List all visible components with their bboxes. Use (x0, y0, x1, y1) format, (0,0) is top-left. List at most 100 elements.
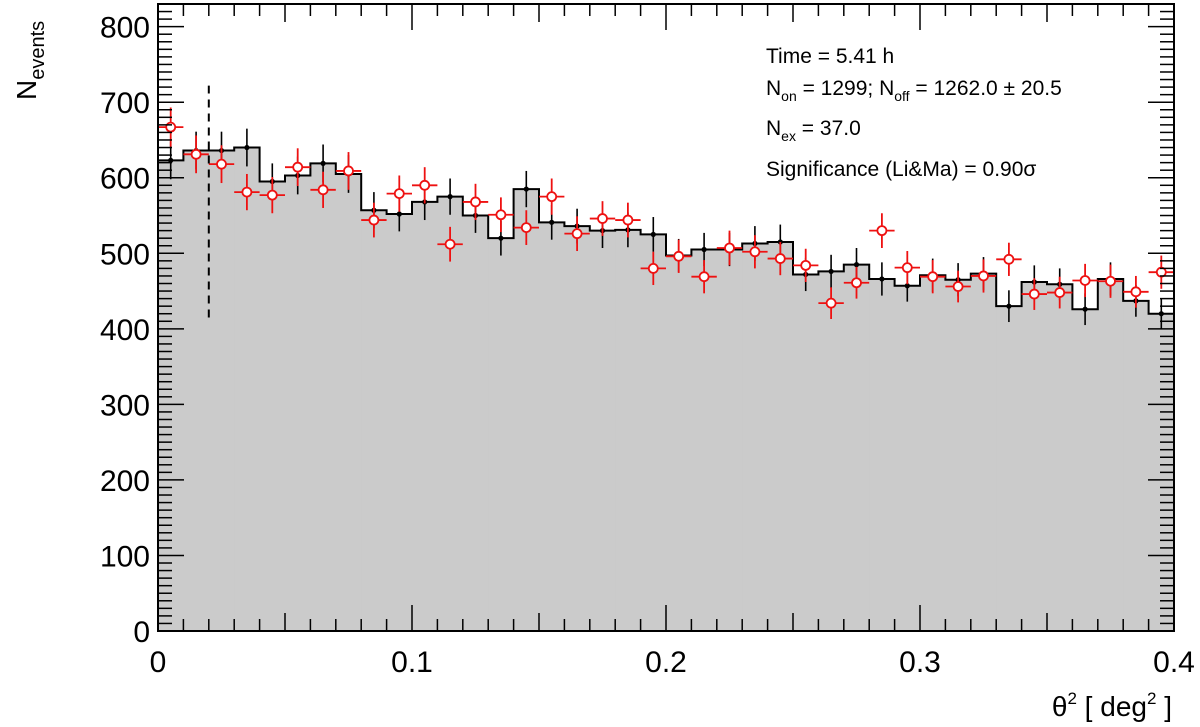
off-bin-24 (767, 241, 794, 631)
off-point-11 (447, 194, 453, 200)
on-point-19 (647, 262, 659, 274)
off-bin-37 (1097, 278, 1124, 631)
y-tick-label-3: 300 (100, 389, 150, 422)
off-bin-36 (1072, 309, 1099, 631)
on-point-3 (241, 186, 253, 198)
x-tick-label-2: 0.2 (645, 646, 687, 679)
off-bin-34 (1021, 281, 1048, 631)
off-bin-2 (208, 150, 235, 631)
off-bin-17 (589, 230, 616, 631)
x-tick-label-3: 0.3 (899, 646, 941, 679)
off-bin-3 (234, 147, 261, 631)
on-point-26 (825, 297, 837, 309)
on-point-17 (597, 213, 608, 224)
on-point-5 (292, 161, 304, 173)
off-bin-8 (361, 210, 388, 632)
on-point-20 (673, 250, 685, 262)
statistics-box: Time = 5.41 h Non = 1299; Noff = 1262.0 … (766, 45, 1062, 181)
on-point-12 (470, 196, 481, 208)
off-point-27 (853, 262, 860, 268)
on-point-25 (800, 259, 812, 271)
off-bin-19 (640, 234, 667, 631)
off-histogram-outline (157, 146, 1175, 631)
y-tick-label-0: 0 (133, 616, 150, 649)
y-axis-title-main: N (11, 80, 42, 100)
on-point-23 (749, 246, 761, 258)
off-bin-29 (894, 285, 921, 631)
off-point-29 (904, 283, 910, 289)
off-point-26 (828, 268, 834, 275)
off-bin-20 (666, 255, 692, 631)
on-point-13 (495, 209, 507, 221)
on-point-9 (393, 188, 405, 200)
off-bin-5 (285, 175, 311, 632)
on-point-11 (444, 238, 456, 250)
y-axis-title-sub: events (27, 21, 49, 80)
off-bin-7 (335, 173, 362, 631)
off-point-28 (879, 276, 885, 282)
off-bin-30 (920, 275, 946, 631)
y-axis-ticks: 0 100 200 300 400 500 600 700 800 (100, 10, 1174, 649)
off-bin-12 (462, 215, 489, 631)
on-point-10 (419, 179, 431, 191)
on-point-2 (216, 158, 227, 170)
on-point-8 (368, 214, 380, 226)
off-bin-27 (843, 264, 870, 631)
off-point-15 (549, 219, 555, 225)
off-histogram-line (157, 146, 1175, 631)
y-tick-label-6: 600 (100, 163, 150, 196)
x-tick-label-1: 0.1 (391, 646, 433, 679)
off-bin-15 (539, 222, 565, 631)
on-point-30 (927, 271, 939, 283)
time-annotation: Time = 5.41 h (766, 45, 894, 68)
off-point-9 (396, 211, 402, 217)
x-axis-title-unit: [ deg (1077, 691, 1147, 722)
x-axis-ticks: 0 0.1 0.2 0.3 0.4 (150, 4, 1195, 679)
off-bin-9 (386, 214, 413, 631)
on-point-29 (901, 262, 913, 274)
off-bin-13 (488, 238, 515, 631)
x-axis-title: θ2 [ deg2 ] (1052, 689, 1172, 722)
y-tick-label-2: 200 (100, 465, 150, 498)
off-point-3 (244, 144, 250, 151)
off-point-33 (1006, 303, 1012, 309)
y-axis-title: Nevents (11, 21, 49, 100)
off-bin-18 (615, 229, 642, 631)
on-point-24 (774, 253, 786, 264)
y-tick-label-7: 700 (100, 87, 150, 120)
on-point-38 (1130, 286, 1142, 298)
on-point-14 (520, 222, 532, 234)
on-point-27 (851, 277, 862, 289)
off-point-19 (650, 231, 656, 238)
off-bin-10 (412, 201, 438, 632)
off-point-0 (168, 157, 174, 163)
x-axis-title-close: ] (1156, 691, 1172, 722)
off-bin-28 (869, 278, 896, 631)
off-bin-16 (564, 226, 591, 631)
off-point-36 (1082, 306, 1088, 312)
off-bin-23 (742, 243, 769, 631)
on-point-36 (1079, 275, 1091, 286)
off-point-13 (498, 235, 504, 241)
on-point-0 (165, 121, 177, 133)
off-histogram-fill (158, 147, 1175, 632)
on-point-31 (952, 281, 964, 292)
off-point-21 (701, 246, 707, 253)
off-bin-1 (183, 150, 210, 631)
on-point-35 (1054, 287, 1066, 298)
on-point-1 (190, 148, 202, 160)
on-point-37 (1105, 275, 1116, 287)
off-point-14 (523, 186, 529, 192)
y-tick-label-1: 100 (100, 540, 150, 573)
on-point-18 (622, 214, 634, 226)
on-point-21 (698, 271, 710, 283)
off-point-6 (320, 160, 326, 166)
off-bin-31 (945, 279, 972, 631)
off-bin-14 (513, 189, 540, 631)
off-bin-32 (970, 273, 997, 631)
on-point-6 (317, 184, 329, 196)
on-point-32 (978, 270, 989, 282)
off-bin-6 (310, 163, 337, 631)
off-bin-22 (716, 249, 743, 631)
